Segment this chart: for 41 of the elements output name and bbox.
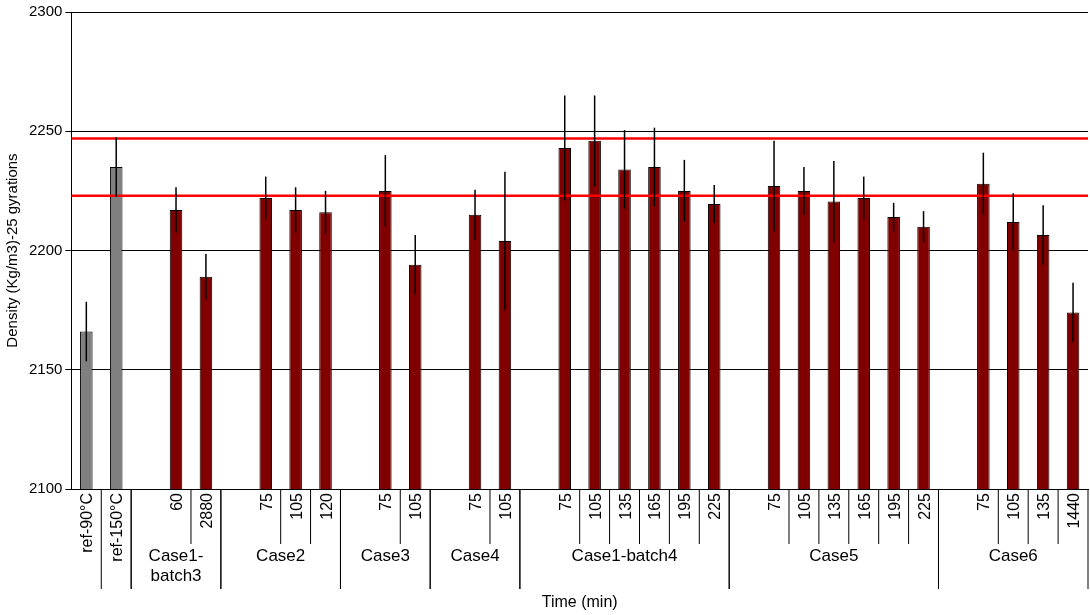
x-tick-label: 135 [616,492,634,520]
x-tick-label: 165 [646,492,664,520]
x-tick-label: 75 [556,492,574,511]
x-tick-label: 105 [1005,492,1023,520]
text: Case2 [256,546,306,565]
x-tick-label: 1440 [1065,492,1083,529]
x-axis-title: Time (min) [541,593,618,610]
x-tick-label: ref-150°C [108,493,126,562]
y-tick-label: 2300 [28,2,63,20]
x-tick-label: 75 [766,492,784,511]
x-tick-label: 135 [825,492,843,520]
text: Case6 [988,546,1038,565]
y-tick-label: 2250 [28,121,63,139]
text: Case5 [809,546,859,565]
text: Case1-batch3 [148,546,204,585]
x-tick-label: 225 [915,492,933,520]
text: Case3 [360,546,410,565]
x-tick-label: 60 [168,492,186,511]
y-tick-label: 2150 [28,359,63,377]
text: Case1-batch4 [571,546,678,565]
x-tick-label: 75 [377,492,395,511]
y-tick-label: 2100 [28,479,63,497]
x-tick-label: 105 [795,492,813,520]
x-tick-label: 75 [975,492,993,511]
x-tick-label: 75 [467,492,485,511]
x-tick-label: 105 [287,492,305,520]
y-tick-label: 2200 [28,240,63,258]
text: Case4 [450,546,500,565]
x-tick-label: ref-90°C [78,493,96,553]
x-tick-label: 120 [317,492,335,520]
x-tick-label: 105 [407,492,425,520]
y-axis-title: Density (Kg/m3)-25 gyrations [3,153,21,348]
x-tick-label: 165 [855,492,873,520]
x-tick-label: 2880 [197,492,215,529]
x-tick-label: 75 [257,492,275,511]
x-tick-label: 105 [586,492,604,520]
x-tick-label: 195 [676,492,694,520]
x-tick-label: 105 [496,492,514,520]
x-tick-label: 135 [1035,492,1053,520]
x-tick-label: 195 [885,492,903,520]
x-tick-label: 225 [706,492,724,520]
